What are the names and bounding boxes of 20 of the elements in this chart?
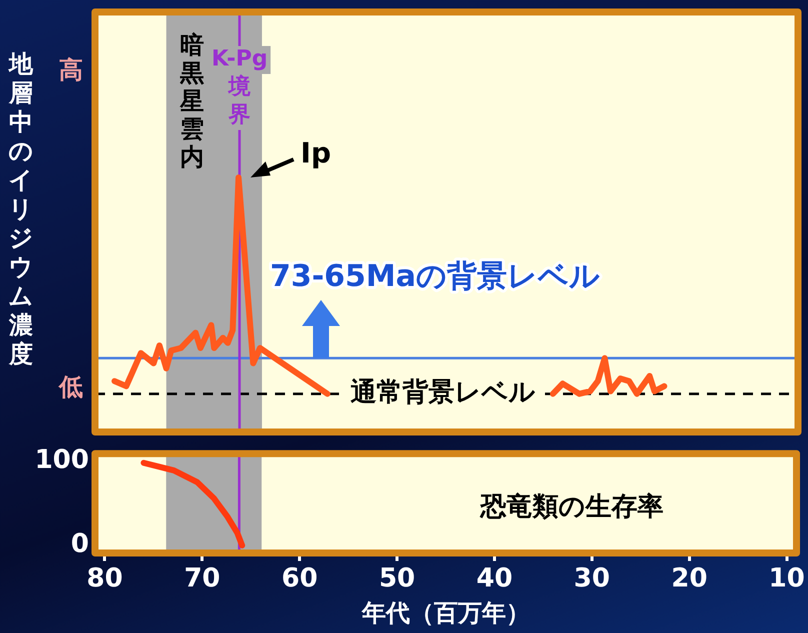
text: 低: [58, 373, 83, 402]
y-tick-label: 100: [34, 444, 89, 475]
x-tick-label: 50: [378, 563, 416, 594]
x-axis-title: 年代（百万年）: [360, 598, 530, 627]
x-tick-label: 60: [282, 563, 318, 594]
x-tick-label: 10: [768, 563, 805, 594]
annotation: Ip: [300, 136, 331, 170]
x-tick-label: 20: [671, 563, 708, 594]
y-tick-label: 0: [70, 529, 89, 560]
x-tick-label: 70: [184, 563, 220, 594]
text: 高: [59, 56, 83, 84]
x-tick-label: 80: [86, 563, 123, 594]
band-label: 暗黒星雲内: [179, 31, 204, 172]
x-tick-label: 40: [476, 563, 513, 594]
ref-line-label: 通常背景レベル: [350, 378, 536, 408]
text: 地層中のイリジウム濃度: [8, 50, 34, 368]
x-tick-label: 30: [574, 563, 610, 594]
annotation: 恐竜類の生存率: [480, 492, 664, 522]
ref-line-label: K-Pg境界: [211, 46, 268, 128]
ref-line-label: 73-65Maの背景レベル: [270, 258, 600, 294]
